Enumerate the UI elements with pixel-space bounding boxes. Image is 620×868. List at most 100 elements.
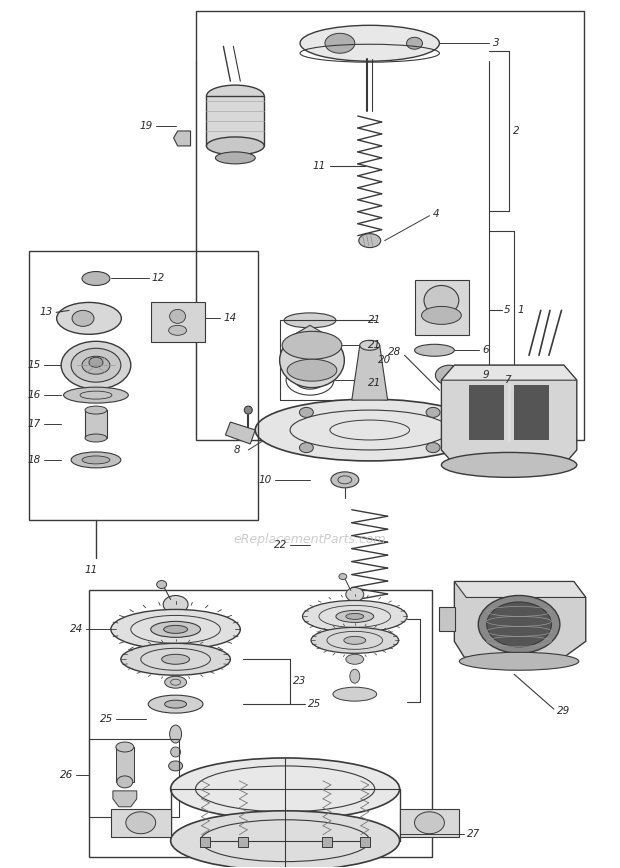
Ellipse shape — [64, 387, 128, 403]
Polygon shape — [454, 582, 586, 597]
Ellipse shape — [325, 33, 355, 53]
Ellipse shape — [215, 152, 255, 164]
Text: 16: 16 — [28, 390, 41, 400]
Ellipse shape — [164, 625, 188, 634]
Text: 22: 22 — [274, 540, 287, 549]
Ellipse shape — [206, 137, 264, 155]
Text: 5: 5 — [504, 306, 511, 315]
Ellipse shape — [346, 588, 364, 602]
Bar — [116, 747, 134, 782]
Text: 21: 21 — [368, 378, 381, 388]
Polygon shape — [454, 582, 586, 657]
Ellipse shape — [85, 406, 107, 414]
Text: 9: 9 — [482, 370, 489, 380]
Ellipse shape — [89, 358, 103, 367]
Text: 29: 29 — [557, 706, 570, 716]
Ellipse shape — [422, 306, 461, 325]
Text: 17: 17 — [28, 419, 41, 429]
Ellipse shape — [426, 407, 440, 418]
Bar — [151, 302, 205, 342]
Ellipse shape — [360, 340, 379, 351]
Ellipse shape — [255, 399, 484, 461]
Ellipse shape — [424, 286, 459, 315]
Ellipse shape — [116, 742, 134, 752]
Bar — [415, 280, 469, 335]
Bar — [200, 837, 210, 846]
Text: 21: 21 — [368, 340, 381, 351]
Polygon shape — [113, 791, 137, 806]
Ellipse shape — [441, 452, 577, 477]
Ellipse shape — [415, 812, 445, 834]
Text: 2: 2 — [513, 126, 520, 136]
Text: 25: 25 — [100, 714, 113, 724]
Ellipse shape — [350, 669, 360, 683]
Polygon shape — [226, 422, 255, 444]
Ellipse shape — [111, 609, 241, 649]
Ellipse shape — [459, 652, 579, 670]
Ellipse shape — [170, 811, 400, 868]
Bar — [195, 11, 584, 440]
Ellipse shape — [287, 359, 337, 381]
Ellipse shape — [244, 406, 252, 414]
Ellipse shape — [117, 776, 133, 788]
Ellipse shape — [333, 687, 377, 701]
Ellipse shape — [346, 654, 364, 664]
Text: 11: 11 — [84, 564, 97, 575]
Polygon shape — [293, 326, 327, 365]
Ellipse shape — [170, 309, 185, 324]
Bar — [514, 385, 549, 440]
Ellipse shape — [82, 272, 110, 286]
Ellipse shape — [303, 601, 407, 633]
Ellipse shape — [72, 311, 94, 326]
Polygon shape — [441, 365, 577, 380]
Ellipse shape — [61, 341, 131, 389]
Ellipse shape — [165, 700, 187, 708]
Ellipse shape — [435, 365, 463, 385]
Ellipse shape — [82, 456, 110, 464]
Ellipse shape — [56, 302, 122, 334]
Ellipse shape — [487, 602, 551, 647]
Text: 26: 26 — [60, 770, 73, 780]
Bar — [85, 410, 107, 438]
Ellipse shape — [71, 348, 121, 382]
Polygon shape — [174, 131, 190, 146]
Ellipse shape — [71, 452, 121, 468]
Bar — [206, 96, 264, 146]
Text: 15: 15 — [28, 360, 41, 371]
Bar — [89, 589, 432, 857]
Text: 4: 4 — [432, 208, 439, 219]
Ellipse shape — [170, 725, 182, 743]
Text: 25: 25 — [308, 699, 321, 709]
Text: 24: 24 — [70, 624, 83, 635]
Ellipse shape — [426, 443, 440, 452]
Ellipse shape — [336, 610, 374, 622]
Bar — [440, 608, 455, 631]
Ellipse shape — [162, 654, 190, 664]
Ellipse shape — [151, 621, 200, 637]
Ellipse shape — [359, 233, 381, 247]
Ellipse shape — [169, 761, 182, 771]
Text: 27: 27 — [467, 829, 481, 838]
Text: 13: 13 — [40, 307, 53, 318]
Text: 12: 12 — [152, 273, 165, 284]
Polygon shape — [441, 365, 577, 465]
Bar — [400, 809, 459, 837]
Ellipse shape — [415, 345, 454, 356]
Text: eReplacementParts.com: eReplacementParts.com — [234, 533, 386, 546]
Bar — [322, 837, 332, 846]
Ellipse shape — [157, 581, 167, 589]
Ellipse shape — [344, 636, 366, 644]
Ellipse shape — [170, 747, 180, 757]
Ellipse shape — [478, 595, 560, 654]
Text: 7: 7 — [504, 375, 511, 385]
Text: 23: 23 — [293, 676, 306, 687]
Ellipse shape — [280, 332, 344, 388]
Text: 1: 1 — [517, 306, 524, 315]
Ellipse shape — [311, 628, 399, 654]
Text: 28: 28 — [388, 347, 402, 358]
Ellipse shape — [282, 332, 342, 359]
Bar — [29, 251, 259, 520]
Ellipse shape — [121, 643, 231, 675]
Text: 18: 18 — [28, 455, 41, 465]
Ellipse shape — [299, 443, 313, 452]
